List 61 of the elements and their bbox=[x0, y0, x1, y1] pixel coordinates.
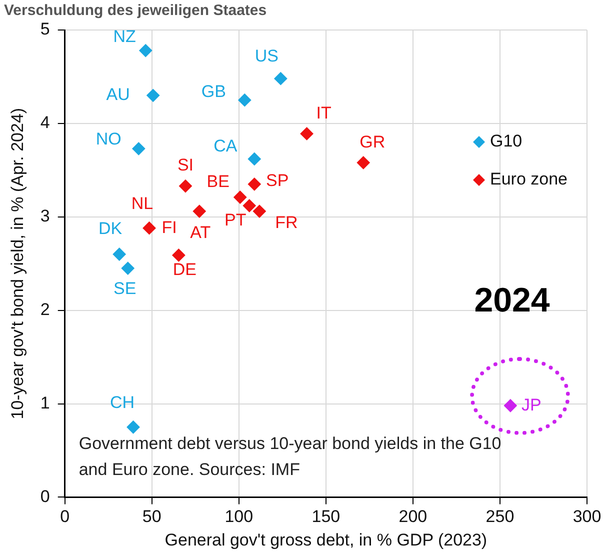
x-tick-label: 250 bbox=[486, 507, 514, 526]
annotation: NO bbox=[96, 129, 122, 148]
point bbox=[300, 127, 314, 140]
annotation: SE bbox=[114, 278, 136, 298]
point bbox=[238, 94, 252, 107]
y-tick-label: 3 bbox=[40, 206, 50, 226]
annotation: GR bbox=[360, 132, 386, 152]
x-tick-label: 50 bbox=[142, 507, 162, 526]
annotation: DE bbox=[172, 260, 196, 279]
y-tick-label: 4 bbox=[40, 113, 50, 132]
y-tick-label: 1 bbox=[40, 393, 50, 412]
annotation: CA bbox=[214, 136, 238, 156]
annotation: AU bbox=[106, 85, 130, 104]
point bbox=[126, 420, 140, 434]
annotation: JP bbox=[521, 395, 542, 414]
annotation: CH bbox=[110, 392, 135, 412]
legend-label: Euro zone bbox=[490, 170, 568, 189]
point bbox=[121, 262, 134, 275]
point bbox=[146, 88, 160, 102]
point bbox=[178, 180, 192, 193]
point bbox=[139, 44, 152, 58]
point bbox=[112, 248, 126, 261]
annotation: US bbox=[254, 46, 278, 66]
y-axis-title: 10-year gov't bond yield, in % (Apr. 2024) bbox=[8, 108, 27, 420]
point bbox=[356, 156, 370, 170]
annotation: FR bbox=[275, 212, 298, 232]
x-axis-title: General gov't gross debt, in % GDP (2023) bbox=[164, 530, 488, 550]
chart-title: Verschuldung des jeweiligen Staates bbox=[4, 2, 267, 20]
point bbox=[248, 152, 261, 166]
legend-label: G10 bbox=[490, 132, 522, 151]
annotation: BE bbox=[206, 172, 230, 191]
annotation: PT bbox=[224, 210, 246, 230]
x-tick-label: 0 bbox=[60, 507, 70, 526]
annotation: Government debt versus 10-year bond yields in the G10 and Euro zone. Sources: IMF bbox=[78, 434, 502, 479]
annotation: FI bbox=[162, 218, 177, 237]
point bbox=[142, 222, 156, 235]
annotation: 2024 bbox=[474, 282, 550, 320]
point bbox=[234, 190, 247, 204]
x-tick-label: 200 bbox=[398, 507, 428, 526]
annotation: NL bbox=[131, 194, 154, 213]
point bbox=[132, 142, 146, 156]
y-tick-label: 2 bbox=[40, 300, 50, 320]
point bbox=[252, 204, 266, 218]
annotation: SI bbox=[177, 156, 194, 175]
annotation: AT bbox=[190, 222, 211, 242]
y-tick-label: 5 bbox=[40, 20, 50, 39]
annotation: SP bbox=[266, 170, 289, 190]
point bbox=[248, 178, 261, 191]
point bbox=[242, 199, 256, 212]
annotation: GB bbox=[201, 82, 226, 101]
x-tick-label: 150 bbox=[312, 507, 340, 526]
annotation: NZ bbox=[113, 27, 136, 46]
annotation: DK bbox=[98, 218, 123, 238]
annotation: IT bbox=[316, 103, 332, 122]
y-tick-label: 0 bbox=[40, 486, 50, 506]
point bbox=[192, 204, 206, 218]
point bbox=[274, 72, 288, 86]
x-tick-label: 100 bbox=[224, 507, 254, 526]
point bbox=[172, 248, 186, 262]
point bbox=[504, 399, 517, 412]
x-tick-label: 300 bbox=[572, 507, 602, 526]
